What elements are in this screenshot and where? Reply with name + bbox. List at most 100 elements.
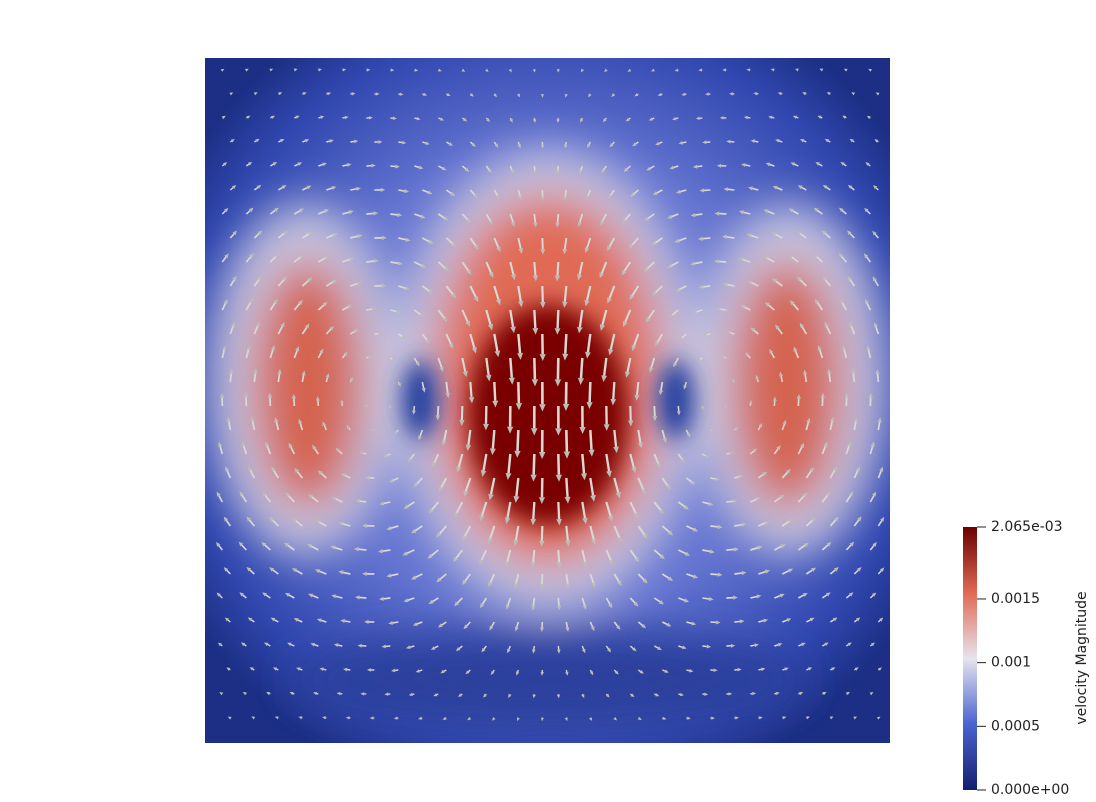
glyph-shaft [445,189,452,195]
glyph-head [451,242,457,248]
glyph-head [872,276,877,282]
glyph-head [644,216,650,222]
glyph-head [413,482,419,488]
glyph-shaft [509,165,513,171]
glyph-shaft [421,285,430,292]
glyph-shaft [267,643,271,647]
glyph-head [369,716,374,720]
glyph-shaft [775,233,783,239]
glyph-head [345,716,350,720]
glyph-head [516,717,520,722]
glyph-head [298,716,303,720]
glyph-shaft [493,237,500,248]
glyph-head [771,278,778,283]
glyph-shaft [782,619,788,623]
glyph-shaft [445,333,452,345]
glyph-head [435,415,441,421]
glyph-head [659,554,665,560]
glyph-shaft [830,668,833,671]
glyph-head [827,368,832,374]
glyph-head [669,165,675,170]
glyph-shaft [754,140,759,143]
glyph-shaft [565,141,568,145]
glyph-shaft [781,471,789,479]
glyph-shaft [390,573,399,577]
glyph-head [662,437,667,444]
glyph-head [735,716,739,720]
glyph-head [261,541,267,547]
glyph-shaft [702,453,706,457]
glyph-shaft [876,140,879,143]
glyph-head [789,299,795,306]
glyph-shaft [875,187,879,191]
glyph-head [796,276,802,282]
glyph-shaft [485,117,488,120]
glyph-shaft [485,309,492,325]
glyph-head [514,626,519,632]
glyph-head [607,515,614,522]
glyph-head [777,92,782,96]
glyph-shaft [843,349,848,359]
glyph-head [855,466,860,472]
glyph-head [628,243,634,249]
glyph-shaft [253,186,259,191]
glyph-shaft [609,333,616,350]
glyph-head [532,275,539,282]
glyph-shaft [805,519,814,527]
glyph-shaft [366,356,369,359]
glyph-shaft [517,285,522,302]
glyph-head [333,643,339,648]
glyph-head [563,451,571,459]
glyph-head [658,600,664,605]
glyph-head [556,694,561,699]
glyph-head [876,716,881,720]
glyph-head [531,379,539,387]
glyph-head [439,117,445,121]
glyph-shaft [253,279,260,287]
glyph-shaft [821,643,826,647]
glyph-shaft [325,377,329,383]
glyph-head [317,470,323,475]
glyph-head [282,230,288,236]
glyph-head [405,237,411,242]
glyph-head [782,716,787,720]
glyph-head [416,116,421,121]
glyph-shaft [633,333,640,347]
glyph-head [667,214,673,219]
glyph-head [530,518,537,526]
glyph-shaft [653,645,659,649]
glyph-shaft [463,525,472,537]
glyph-shaft [245,256,252,263]
glyph-head [665,484,671,490]
glyph-shaft [436,693,439,696]
glyph-shaft [791,256,799,263]
glyph-head [292,517,298,523]
glyph-head [799,139,805,143]
glyph-shaft [702,645,707,648]
glyph-head [666,622,672,627]
glyph-head [250,416,255,422]
glyph-head [489,625,494,631]
glyph-shaft [445,285,454,295]
glyph-shaft [697,165,703,168]
glyph-shaft [827,140,831,143]
glyph-head [415,361,420,367]
glyph-shaft [579,357,584,379]
glyph-head [699,188,705,193]
glyph-head [772,396,777,401]
glyph-head [813,253,819,259]
glyph-head [633,601,639,607]
glyph-shaft [533,309,537,329]
glyph-shaft [557,549,561,563]
glyph-head [224,253,229,259]
glyph-shaft [661,477,669,487]
glyph-shaft [751,281,759,287]
glyph-shaft [770,352,776,359]
glyph-shaft [301,327,308,335]
glyph-shaft [805,569,813,575]
glyph-head [346,163,352,167]
glyph-shaft [845,643,849,647]
glyph-head [296,667,301,671]
glyph-head [763,618,769,623]
glyph-head [562,403,570,412]
